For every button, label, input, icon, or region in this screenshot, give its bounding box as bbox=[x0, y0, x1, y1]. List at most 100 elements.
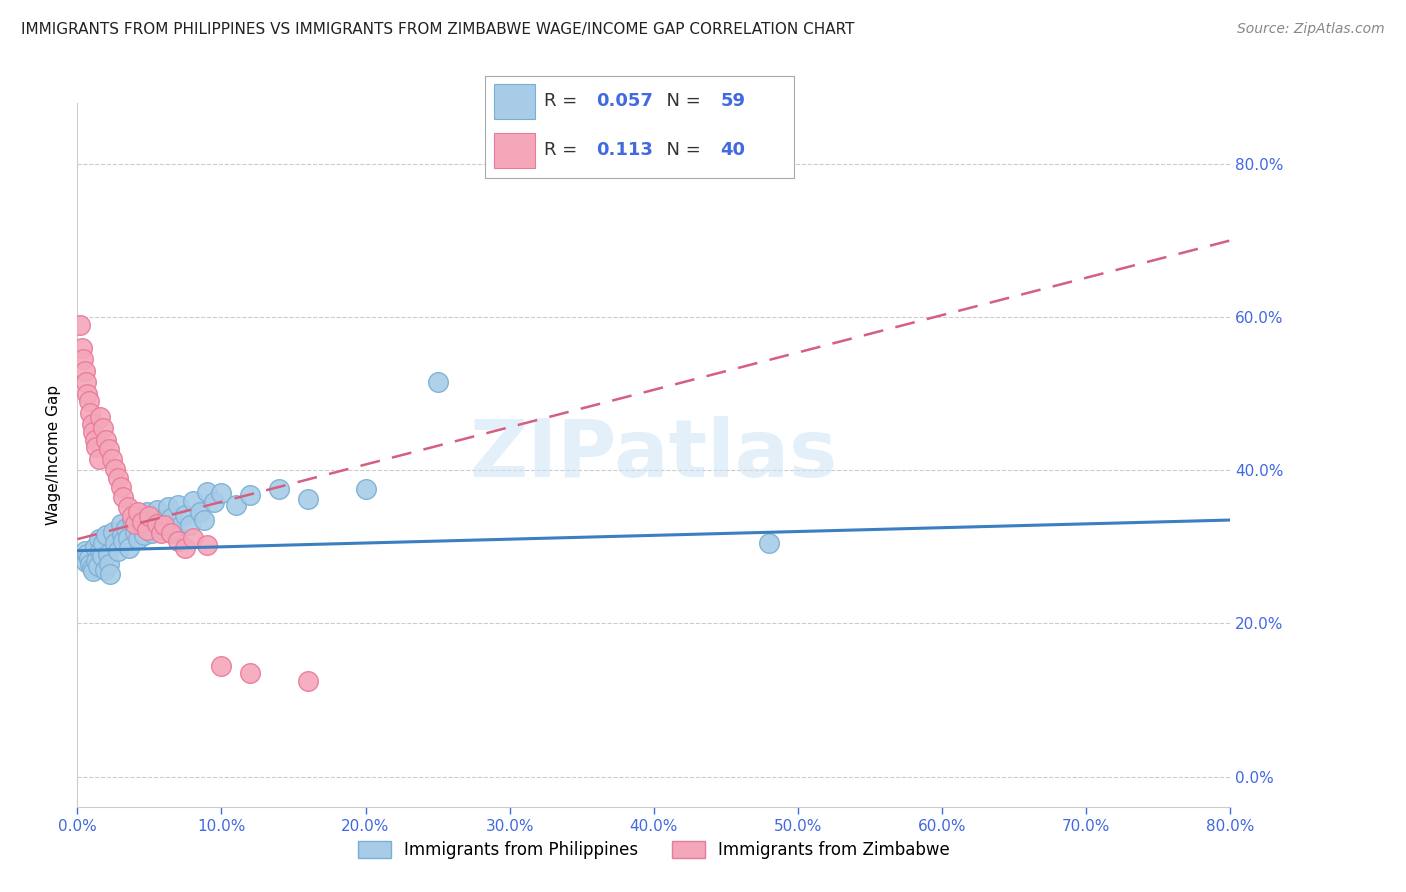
Point bbox=[193, 513, 215, 527]
Point bbox=[181, 494, 204, 508]
Point bbox=[141, 526, 163, 541]
Point bbox=[149, 513, 172, 527]
Legend: Immigrants from Philippines, Immigrants from Zimbabwe: Immigrants from Philippines, Immigrants … bbox=[352, 834, 956, 866]
Point bbox=[165, 521, 187, 535]
Point bbox=[145, 503, 167, 517]
Point bbox=[83, 433, 105, 447]
Point bbox=[145, 516, 167, 531]
Text: N =: N = bbox=[655, 141, 707, 159]
Text: 0.113: 0.113 bbox=[596, 141, 654, 159]
Point bbox=[297, 492, 319, 507]
Point bbox=[112, 533, 135, 548]
Point bbox=[69, 318, 91, 332]
Point bbox=[110, 480, 132, 494]
Point bbox=[239, 488, 262, 502]
Bar bbox=[495, 84, 534, 119]
Point bbox=[354, 483, 377, 497]
Point bbox=[179, 518, 201, 533]
Point bbox=[82, 565, 104, 579]
Point bbox=[82, 425, 104, 439]
Point bbox=[98, 442, 121, 456]
Point bbox=[195, 484, 218, 499]
Text: R =: R = bbox=[544, 93, 583, 111]
Text: IMMIGRANTS FROM PHILIPPINES VS IMMIGRANTS FROM ZIMBABWE WAGE/INCOME GAP CORRELAT: IMMIGRANTS FROM PHILIPPINES VS IMMIGRANT… bbox=[21, 22, 855, 37]
Point bbox=[127, 505, 149, 519]
Text: Source: ZipAtlas.com: Source: ZipAtlas.com bbox=[1237, 22, 1385, 37]
Point bbox=[117, 531, 139, 545]
Point bbox=[110, 516, 132, 531]
Text: N =: N = bbox=[655, 93, 707, 111]
Point bbox=[211, 486, 233, 500]
Point bbox=[91, 421, 114, 435]
Point bbox=[121, 513, 143, 527]
Point bbox=[115, 521, 138, 535]
Text: R =: R = bbox=[544, 141, 589, 159]
Point bbox=[128, 509, 150, 524]
Point bbox=[131, 518, 153, 533]
Point bbox=[174, 541, 197, 556]
Point bbox=[77, 551, 100, 566]
Point bbox=[100, 566, 122, 581]
Point bbox=[124, 524, 146, 539]
Point bbox=[153, 518, 174, 533]
Point bbox=[117, 500, 139, 514]
Text: 59: 59 bbox=[720, 93, 745, 111]
Point bbox=[98, 557, 121, 571]
Point bbox=[79, 406, 101, 420]
Point bbox=[72, 352, 94, 367]
Point bbox=[107, 543, 129, 558]
Point bbox=[118, 541, 141, 556]
Point bbox=[124, 516, 146, 531]
Point bbox=[104, 461, 127, 475]
Point bbox=[89, 409, 111, 424]
Text: 0.057: 0.057 bbox=[596, 93, 654, 111]
Point bbox=[73, 543, 96, 558]
Point bbox=[121, 509, 143, 524]
Point bbox=[87, 451, 110, 466]
Text: ZIPatlas: ZIPatlas bbox=[470, 416, 838, 494]
Point bbox=[77, 394, 100, 409]
Y-axis label: Wage/Income Gap: Wage/Income Gap bbox=[46, 384, 62, 525]
Point bbox=[103, 524, 125, 539]
Point bbox=[138, 516, 160, 531]
Point bbox=[131, 516, 153, 530]
Point bbox=[97, 548, 120, 562]
Text: 40: 40 bbox=[720, 141, 745, 159]
Point bbox=[89, 543, 111, 558]
Point bbox=[101, 451, 124, 466]
Point bbox=[127, 532, 149, 546]
Point bbox=[149, 526, 172, 541]
Point bbox=[160, 526, 183, 541]
Point bbox=[91, 536, 114, 550]
Point bbox=[90, 549, 112, 563]
Point bbox=[80, 561, 103, 575]
Point bbox=[107, 471, 129, 485]
Point bbox=[112, 490, 135, 504]
Point bbox=[239, 666, 262, 681]
Point bbox=[87, 532, 110, 546]
Point bbox=[84, 553, 107, 568]
Point bbox=[84, 440, 107, 454]
Point bbox=[75, 375, 97, 389]
Point bbox=[83, 540, 105, 554]
Point bbox=[76, 386, 98, 401]
Point bbox=[758, 536, 780, 550]
Point bbox=[153, 523, 174, 537]
Point bbox=[181, 531, 204, 545]
Point bbox=[96, 528, 118, 542]
Point bbox=[195, 538, 218, 552]
Point bbox=[132, 528, 155, 542]
Point bbox=[426, 375, 449, 389]
Point bbox=[76, 548, 98, 562]
Point bbox=[75, 555, 97, 569]
Point bbox=[211, 658, 233, 673]
Point bbox=[174, 508, 197, 522]
Point bbox=[104, 536, 127, 550]
Point bbox=[80, 417, 103, 432]
Point bbox=[96, 433, 118, 447]
Point bbox=[79, 557, 101, 571]
Point bbox=[138, 509, 160, 524]
Bar bbox=[495, 133, 534, 168]
Point bbox=[167, 498, 190, 512]
Point bbox=[70, 341, 93, 355]
